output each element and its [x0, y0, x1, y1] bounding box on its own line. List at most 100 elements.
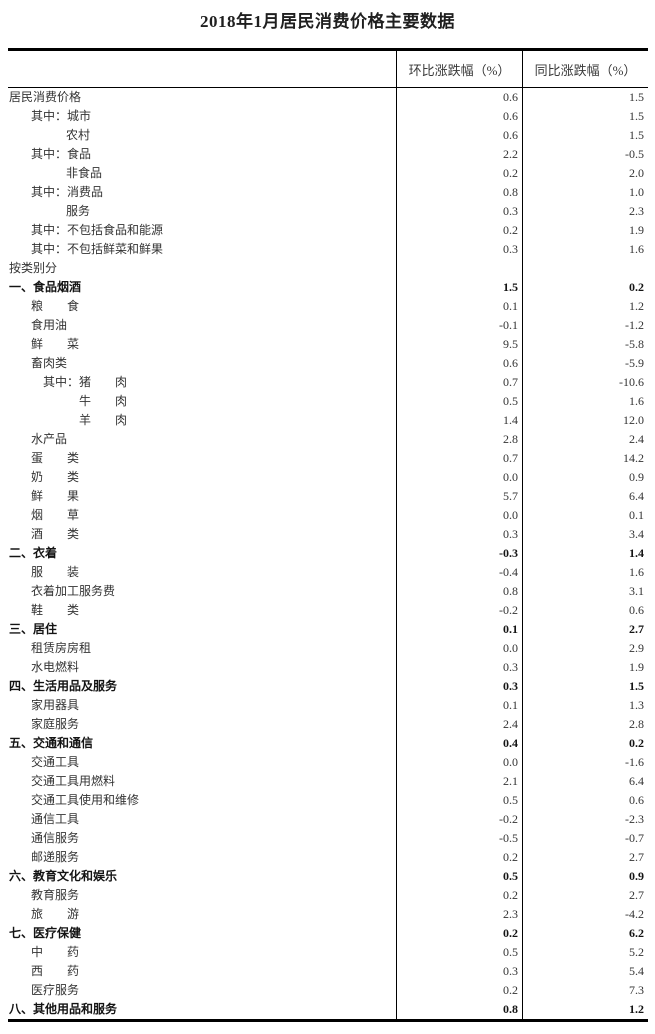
table-row: 交通工具使用和维修 0.5 0.6 [8, 791, 648, 810]
yoy-value: 2.0 [522, 164, 648, 183]
yoy-value: 14.2 [522, 449, 648, 468]
yoy-value: 1.9 [522, 658, 648, 677]
table-row: 七、医疗保健 0.2 6.2 [8, 924, 648, 943]
mom-value: 1.4 [396, 411, 522, 430]
mom-value: 0.5 [396, 791, 522, 810]
row-label: 家庭服务 [31, 717, 80, 731]
yoy-value: -5.8 [522, 335, 648, 354]
table-row: 其中：不包括食品和能源 0.2 1.9 [8, 221, 648, 240]
row-label: 水产品 [31, 432, 68, 446]
mom-value: 0.2 [396, 164, 522, 183]
yoy-value: -0.5 [522, 145, 648, 164]
table-row: 五、交通和通信 0.4 0.2 [8, 734, 648, 753]
mom-value: 5.7 [396, 487, 522, 506]
row-label: 水电燃料 [31, 660, 80, 674]
row-label: 烟 草 [31, 508, 80, 522]
table-row: 居民消费价格 0.6 1.5 [8, 88, 648, 107]
table-row: 服务 0.3 2.3 [8, 202, 648, 221]
yoy-value: 2.7 [522, 848, 648, 867]
table-row: 其中：消费品 0.8 1.0 [8, 183, 648, 202]
yoy-value: 1.4 [522, 544, 648, 563]
table-row: 非食品 0.2 2.0 [8, 164, 648, 183]
table-row: 三、居住 0.1 2.7 [8, 620, 648, 639]
mom-value: 0.5 [396, 867, 522, 886]
row-label: 居民消费价格 [9, 90, 82, 104]
mom-value: 0.3 [396, 962, 522, 981]
mom-value: 0.3 [396, 240, 522, 259]
table-row: 西 药 0.3 5.4 [8, 962, 648, 981]
mom-value: 0.3 [396, 525, 522, 544]
mom-value: 1.5 [396, 278, 522, 297]
row-label: 奶 类 [31, 470, 80, 484]
row-label: 牛 肉 [79, 394, 128, 408]
header-empty-cell [8, 51, 396, 87]
table-row: 其中：食品 2.2 -0.5 [8, 145, 648, 164]
table-row: 其中：城市 0.6 1.5 [8, 107, 648, 126]
row-label: 蛋 类 [31, 451, 80, 465]
mom-value: -0.3 [396, 544, 522, 563]
row-label: 五、交通和通信 [9, 736, 94, 750]
yoy-value: -0.7 [522, 829, 648, 848]
yoy-value: 1.2 [522, 297, 648, 316]
table-row: 鞋 类 -0.2 0.6 [8, 601, 648, 620]
mom-value: 0.3 [396, 202, 522, 221]
table-row: 农村 0.6 1.5 [8, 126, 648, 145]
yoy-value: -1.2 [522, 316, 648, 335]
mom-value: 0.1 [396, 696, 522, 715]
row-label: 七、医疗保健 [9, 926, 82, 940]
table-row: 旅 游 2.3 -4.2 [8, 905, 648, 924]
mom-value: 0.3 [396, 677, 522, 696]
mom-value: 2.2 [396, 145, 522, 164]
yoy-value: 1.6 [522, 240, 648, 259]
mom-value: 2.3 [396, 905, 522, 924]
mom-value: -0.2 [396, 810, 522, 829]
yoy-value: 0.6 [522, 601, 648, 620]
mom-value: 2.8 [396, 430, 522, 449]
row-label: 交通工具使用和维修 [31, 793, 140, 807]
mom-value: 0.1 [396, 620, 522, 639]
row-label: 三、居住 [9, 622, 58, 636]
yoy-value: 3.4 [522, 525, 648, 544]
header-mom-column: 环比涨跌幅（%） [396, 51, 522, 87]
yoy-value: 6.4 [522, 772, 648, 791]
mom-value: -0.1 [396, 316, 522, 335]
row-label: 其中：不包括鲜菜和鲜果 [31, 242, 164, 256]
table-row: 六、教育文化和娱乐 0.5 0.9 [8, 867, 648, 886]
table-row: 酒 类 0.3 3.4 [8, 525, 648, 544]
table-row: 水电燃料 0.3 1.9 [8, 658, 648, 677]
yoy-value: 2.8 [522, 715, 648, 734]
row-label: 邮递服务 [31, 850, 80, 864]
yoy-value: -1.6 [522, 753, 648, 772]
yoy-value: 0.9 [522, 867, 648, 886]
yoy-value: 0.1 [522, 506, 648, 525]
table-row: 医疗服务 0.2 7.3 [8, 981, 648, 1000]
row-label: 租赁房房租 [31, 641, 92, 655]
yoy-value: -10.6 [522, 373, 648, 392]
mom-value: 0.0 [396, 468, 522, 487]
yoy-value [522, 259, 648, 278]
mom-value: 0.3 [396, 658, 522, 677]
table-row: 中 药 0.5 5.2 [8, 943, 648, 962]
mom-value: 0.6 [396, 354, 522, 373]
table-row: 家庭服务 2.4 2.8 [8, 715, 648, 734]
row-label: 旅 游 [31, 907, 80, 921]
row-label: 粮 食 [31, 299, 80, 313]
yoy-value: 2.7 [522, 886, 648, 905]
yoy-value: 1.5 [522, 677, 648, 696]
row-label: 六、教育文化和娱乐 [9, 869, 118, 883]
table-row: 通信工具 -0.2 -2.3 [8, 810, 648, 829]
mom-value: 0.0 [396, 506, 522, 525]
row-label: 非食品 [66, 166, 103, 180]
row-label: 中 药 [31, 945, 80, 959]
yoy-value: 2.7 [522, 620, 648, 639]
yoy-value: -4.2 [522, 905, 648, 924]
table-row: 租赁房房租 0.0 2.9 [8, 639, 648, 658]
yoy-value: 1.0 [522, 183, 648, 202]
row-label: 食用油 [31, 318, 68, 332]
table-header-row: 环比涨跌幅（%） 同比涨跌幅（%） [8, 51, 648, 88]
row-label: 家用器具 [31, 698, 80, 712]
mom-value: 9.5 [396, 335, 522, 354]
yoy-value: 0.6 [522, 791, 648, 810]
row-label: 鲜 菜 [31, 337, 80, 351]
table-row: 交通工具 0.0 -1.6 [8, 753, 648, 772]
